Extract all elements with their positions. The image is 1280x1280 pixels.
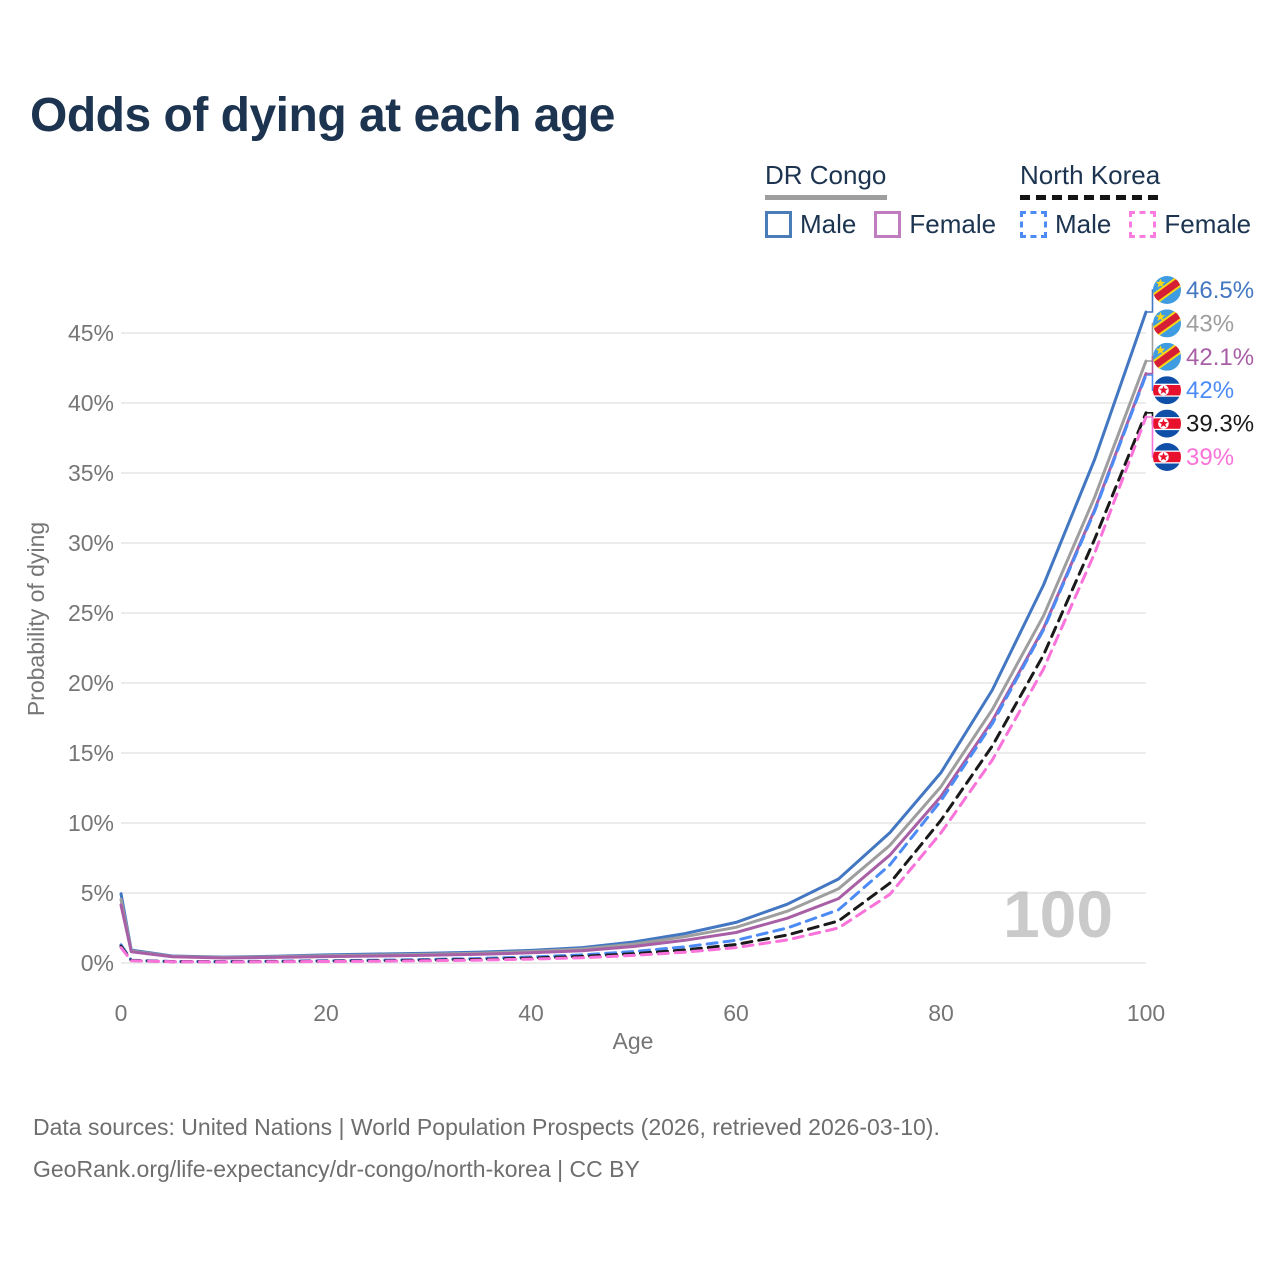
y-tick-label: 10% — [68, 810, 114, 836]
x-tick-label: 80 — [928, 1000, 954, 1026]
legend-swatch-north-korea-female-icon[interactable] — [1129, 211, 1157, 238]
series-line-dr-congo-male[interactable] — [119, 310, 1148, 959]
y-tick-label: 5% — [81, 880, 114, 906]
x-tick-label: 40 — [518, 1000, 544, 1026]
watermark-text: 100 — [1003, 877, 1113, 951]
legend-country-dr-congo: DR Congo — [765, 160, 887, 190]
y-tick-label: 20% — [68, 670, 114, 696]
series-line-dr-congo-both[interactable] — [119, 359, 1148, 959]
end-value-label-dr-congo-male: 46.5% — [1186, 277, 1254, 304]
y-tick-label: 15% — [68, 740, 114, 766]
legend-label-north-korea-female[interactable]: Female — [1164, 209, 1252, 239]
page-title: Odds of dying at each age — [30, 89, 615, 142]
legend-label-dr-congo-female[interactable]: Female — [909, 209, 997, 239]
y-tick-label: 45% — [68, 320, 114, 346]
footer-attribution: GeoRank.org/life-expectancy/dr-congo/nor… — [33, 1156, 640, 1182]
y-tick-label: 35% — [68, 460, 114, 486]
legend-group-dr-congo: DR Congo Male Female — [765, 160, 996, 240]
end-value-label-north-korea-male: 42% — [1186, 377, 1234, 404]
end-value-label-dr-congo-both: 43% — [1186, 310, 1234, 337]
legend-group-north-korea: North Korea Male Female — [1020, 160, 1251, 240]
y-tick-label: 30% — [68, 530, 114, 556]
end-value-label-dr-congo-female: 42.1% — [1186, 344, 1254, 371]
legend-swatch-dr-congo-female-icon[interactable] — [874, 211, 902, 238]
north-korea-flag-icon — [1153, 376, 1181, 405]
end-value-label-north-korea-both: 39.3% — [1186, 411, 1254, 438]
x-tick-label: 60 — [723, 1000, 749, 1026]
north-korea-flag-icon — [1153, 443, 1181, 471]
legend-label-dr-congo-male[interactable]: Male — [800, 209, 857, 239]
y-axis-title: Probability of dying — [23, 522, 49, 716]
legend-country-north-korea: North Korea — [1020, 160, 1161, 190]
y-tick-label: 0% — [81, 950, 114, 976]
legend-underline-dashed-icon — [1020, 195, 1164, 200]
series-line-north-korea-male[interactable] — [119, 373, 1148, 964]
legend-label-north-korea-male[interactable]: Male — [1055, 209, 1112, 239]
legend-swatch-dr-congo-male-icon[interactable] — [765, 211, 792, 238]
x-tick-label: 20 — [313, 1000, 339, 1026]
x-axis-title: Age — [613, 1028, 654, 1054]
legend-underline-solid-icon — [765, 195, 887, 200]
series-line-dr-congo-female[interactable] — [119, 372, 1148, 960]
dr-congo-flag-icon — [1153, 342, 1181, 371]
x-tick-label: 100 — [1127, 1000, 1165, 1026]
x-tick-label: 0 — [115, 1000, 128, 1026]
dr-congo-flag-icon — [1153, 276, 1181, 304]
footer: Data sources: United Nations | World Pop… — [33, 1106, 940, 1190]
y-tick-label: 25% — [68, 600, 114, 626]
series-line-north-korea-female[interactable] — [119, 415, 1148, 964]
north-korea-flag-icon — [1153, 409, 1181, 438]
y-tick-label: 40% — [68, 390, 114, 416]
end-value-label-north-korea-female: 39% — [1186, 444, 1234, 471]
legend-swatch-north-korea-male-icon[interactable] — [1020, 211, 1047, 238]
footer-data-sources: Data sources: United Nations | World Pop… — [33, 1114, 940, 1140]
dr-congo-flag-icon — [1153, 309, 1181, 338]
